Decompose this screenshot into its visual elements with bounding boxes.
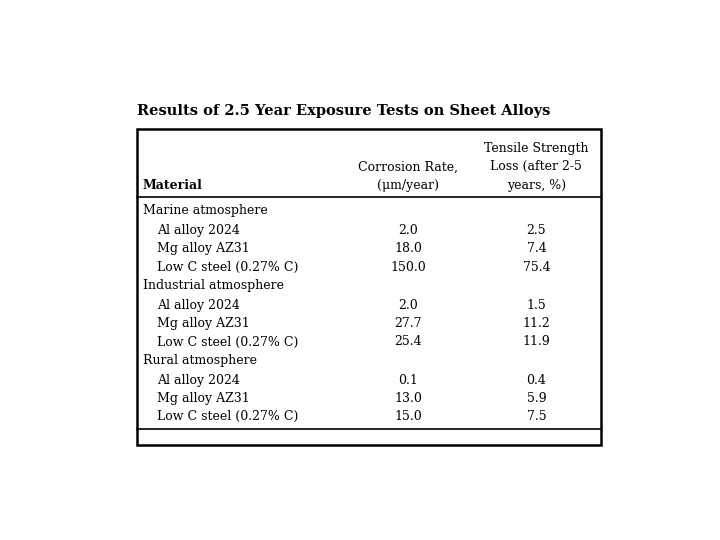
Text: 11.2: 11.2 [523, 317, 550, 330]
Text: 2.0: 2.0 [398, 224, 418, 237]
Text: 2.5: 2.5 [526, 224, 546, 237]
Text: Low C steel (0.27% C): Low C steel (0.27% C) [157, 410, 298, 423]
Text: Corrosion Rate,: Corrosion Rate, [358, 160, 458, 173]
Text: Industrial atmosphere: Industrial atmosphere [143, 279, 284, 292]
Text: 1.5: 1.5 [526, 299, 546, 312]
Text: Loss (after 2-5: Loss (after 2-5 [490, 160, 582, 173]
Text: 75.4: 75.4 [523, 261, 550, 274]
Text: 0.1: 0.1 [398, 374, 418, 387]
Text: 13.0: 13.0 [394, 392, 422, 405]
Text: 18.0: 18.0 [394, 242, 422, 255]
Text: Results of 2.5 Year Exposure Tests on Sheet Alloys: Results of 2.5 Year Exposure Tests on Sh… [138, 104, 551, 118]
Text: Mg alloy AZ31: Mg alloy AZ31 [157, 392, 250, 405]
Text: 7.4: 7.4 [526, 242, 546, 255]
Text: Material: Material [143, 179, 203, 192]
Text: Low C steel (0.27% C): Low C steel (0.27% C) [157, 261, 298, 274]
Text: 5.9: 5.9 [526, 392, 546, 405]
Text: Mg alloy AZ31: Mg alloy AZ31 [157, 317, 250, 330]
Text: Marine atmosphere: Marine atmosphere [143, 204, 268, 217]
Text: 15.0: 15.0 [394, 410, 422, 423]
Text: 7.5: 7.5 [526, 410, 546, 423]
Text: 27.7: 27.7 [395, 317, 422, 330]
Text: Tensile Strength: Tensile Strength [484, 141, 589, 155]
Text: Al alloy 2024: Al alloy 2024 [157, 374, 240, 387]
Text: Mg alloy AZ31: Mg alloy AZ31 [157, 242, 250, 255]
Text: 2.0: 2.0 [398, 299, 418, 312]
Text: 0.4: 0.4 [526, 374, 546, 387]
Text: Al alloy 2024: Al alloy 2024 [157, 224, 240, 237]
Text: Rural atmosphere: Rural atmosphere [143, 354, 257, 367]
Text: Low C steel (0.27% C): Low C steel (0.27% C) [157, 335, 298, 348]
Text: 11.9: 11.9 [523, 335, 550, 348]
Text: (μm/year): (μm/year) [377, 179, 439, 192]
Text: 150.0: 150.0 [390, 261, 426, 274]
Text: 25.4: 25.4 [395, 335, 422, 348]
Text: Al alloy 2024: Al alloy 2024 [157, 299, 240, 312]
Text: years, %): years, %) [507, 179, 566, 192]
